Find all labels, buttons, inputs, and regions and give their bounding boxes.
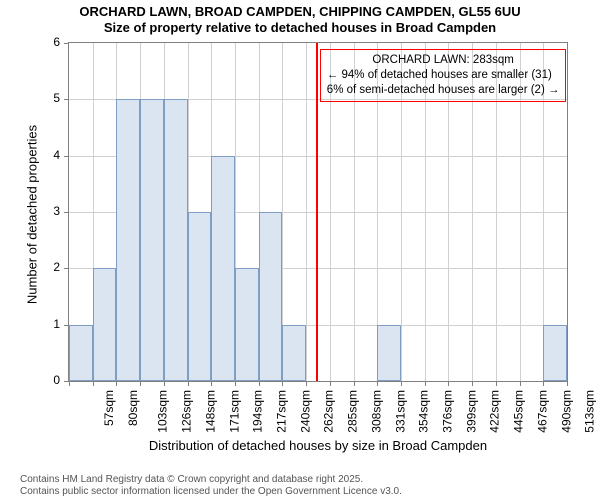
x-tick-label: 513sqm xyxy=(583,390,597,433)
x-tick-label: 148sqm xyxy=(204,390,218,433)
marker-line xyxy=(316,43,318,381)
chart-container: ORCHARD LAWN, BROAD CAMPDEN, CHIPPING CA… xyxy=(0,0,600,500)
y-tick-label: 2 xyxy=(20,260,60,274)
x-tick xyxy=(425,381,426,386)
histogram-bar xyxy=(282,325,306,381)
x-tick xyxy=(69,381,70,386)
histogram-bar xyxy=(188,212,212,381)
x-tick-label: 422sqm xyxy=(488,390,502,433)
x-tick-label: 80sqm xyxy=(126,390,140,426)
x-tick xyxy=(520,381,521,386)
x-tick-label: 467sqm xyxy=(536,390,550,433)
x-tick-label: 103sqm xyxy=(156,390,170,433)
x-tick-label: 285sqm xyxy=(346,390,360,433)
x-tick xyxy=(140,381,141,386)
y-tick-label: 6 xyxy=(20,35,60,49)
x-tick-label: 331sqm xyxy=(393,390,407,433)
footer-attribution: Contains HM Land Registry data © Crown c… xyxy=(20,474,402,498)
x-tick-label: 490sqm xyxy=(559,390,573,433)
x-tick-label: 194sqm xyxy=(251,390,265,433)
footer-line1: Contains HM Land Registry data © Crown c… xyxy=(20,474,402,486)
annot-line3: 6% of semi-detached houses are larger (2… xyxy=(327,83,560,98)
chart-title: ORCHARD LAWN, BROAD CAMPDEN, CHIPPING CA… xyxy=(0,0,600,20)
x-tick-label: 126sqm xyxy=(180,390,194,433)
x-tick xyxy=(330,381,331,386)
y-tick-label: 0 xyxy=(20,373,60,387)
x-tick-label: 57sqm xyxy=(102,390,116,426)
y-tick-label: 4 xyxy=(20,148,60,162)
x-tick xyxy=(116,381,117,386)
x-tick xyxy=(282,381,283,386)
histogram-bar xyxy=(93,268,117,381)
histogram-bar xyxy=(235,268,259,381)
chart-subtitle: Size of property relative to detached ho… xyxy=(0,20,600,36)
histogram-bar xyxy=(116,99,140,381)
annot-line1: ORCHARD LAWN: 283sqm xyxy=(327,53,560,68)
x-tick-labels: 57sqm 80sqm 103sqm 126sqm 148sqm 171sqm 194sqm… xyxy=(68,388,568,438)
x-tick-label: 240sqm xyxy=(298,390,312,433)
x-tick xyxy=(235,381,236,386)
marker-annotation: ORCHARD LAWN: 283sqm← 94% of detached ho… xyxy=(320,49,567,102)
x-tick-label: 217sqm xyxy=(275,390,289,433)
annot-line2: ← 94% of detached houses are smaller (31… xyxy=(327,68,560,83)
footer-line2: Contains public sector information licen… xyxy=(20,486,402,498)
x-tick xyxy=(543,381,544,386)
x-tick xyxy=(259,381,260,386)
x-axis-label: Distribution of detached houses by size … xyxy=(68,438,568,453)
y-tick-labels: 0123456 xyxy=(20,42,64,382)
x-tick xyxy=(448,381,449,386)
x-tick xyxy=(211,381,212,386)
x-tick xyxy=(496,381,497,386)
y-tick-label: 5 xyxy=(20,91,60,105)
x-tick-label: 399sqm xyxy=(464,390,478,433)
chart-area: Number of detached properties 0123456 OR… xyxy=(20,42,580,440)
y-tick xyxy=(64,156,69,157)
histogram-bar xyxy=(69,325,93,381)
x-tick-label: 171sqm xyxy=(227,390,241,433)
histogram-bar xyxy=(140,99,164,381)
gridline-v xyxy=(306,43,307,381)
x-tick-label: 262sqm xyxy=(322,390,336,433)
x-tick xyxy=(472,381,473,386)
histogram-bar xyxy=(164,99,188,381)
y-tick xyxy=(64,99,69,100)
y-tick-label: 1 xyxy=(20,317,60,331)
x-tick-label: 354sqm xyxy=(417,390,431,433)
x-tick xyxy=(401,381,402,386)
x-tick-label: 376sqm xyxy=(441,390,455,433)
y-tick xyxy=(64,43,69,44)
x-tick xyxy=(567,381,568,386)
histogram-bar xyxy=(377,325,401,381)
x-tick xyxy=(188,381,189,386)
x-tick xyxy=(306,381,307,386)
y-tick xyxy=(64,212,69,213)
histogram-bar xyxy=(211,156,235,381)
y-tick-label: 3 xyxy=(20,204,60,218)
y-tick xyxy=(64,268,69,269)
x-tick xyxy=(164,381,165,386)
x-tick xyxy=(93,381,94,386)
x-tick xyxy=(377,381,378,386)
x-tick-label: 308sqm xyxy=(370,390,384,433)
x-tick-label: 445sqm xyxy=(512,390,526,433)
histogram-bar xyxy=(259,212,283,381)
histogram-bar xyxy=(543,325,567,381)
plot-region: ORCHARD LAWN: 283sqm← 94% of detached ho… xyxy=(68,42,568,382)
x-tick xyxy=(354,381,355,386)
